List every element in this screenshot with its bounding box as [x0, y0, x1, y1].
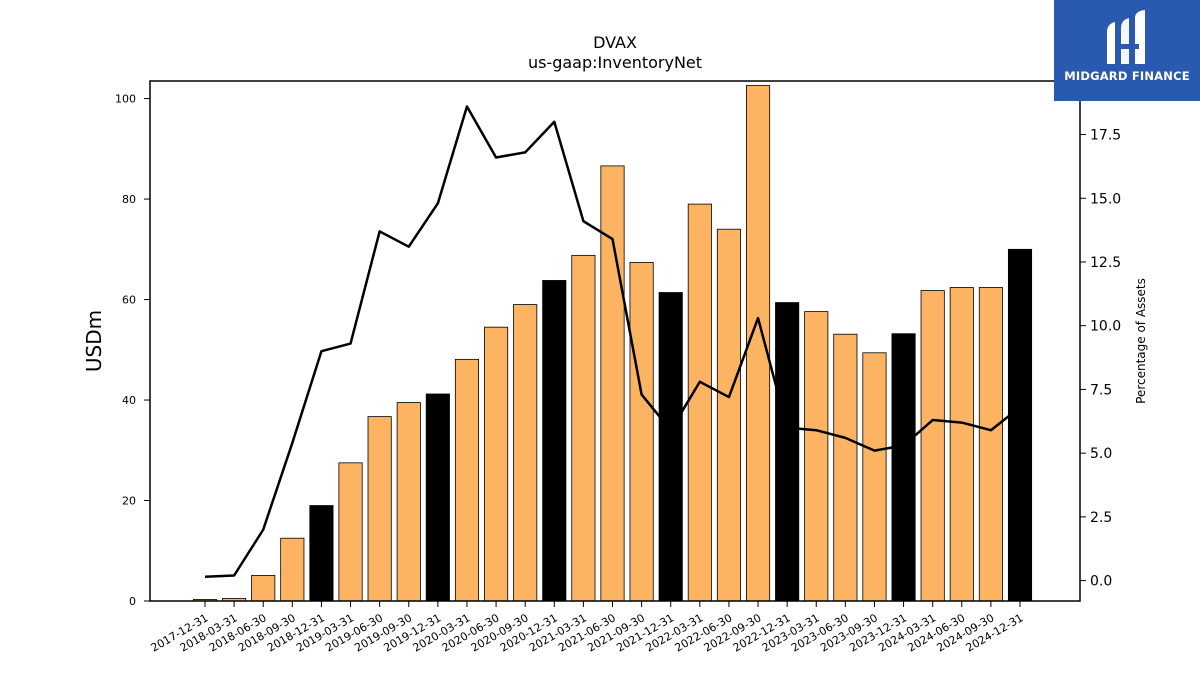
- y2-tick-label: 15.0: [1090, 191, 1121, 207]
- chart-subtitle: us-gaap:InventoryNet: [528, 53, 702, 72]
- left-axis: 0 20 40 60 80 100: [115, 93, 150, 608]
- right-axis: 0.0 2.5 5.0 7.5 10.0 12.5 15.0 17.5: [1080, 128, 1121, 590]
- y2-tick-label: 2.5: [1090, 510, 1112, 526]
- y-tick-label: 20: [122, 495, 136, 508]
- bar-2019-12-31: [425, 393, 450, 602]
- bar-2021-03-31: [571, 254, 596, 602]
- y2-tick-label: 10.0: [1090, 319, 1121, 335]
- bar-2023-06-30: [833, 333, 858, 602]
- bar-2018-12-31: [309, 505, 334, 602]
- y2-tick-label: 17.5: [1090, 128, 1121, 144]
- y2-tick-label: 12.5: [1090, 255, 1121, 271]
- brand-logo: MIDGARD FINANCE: [1054, 0, 1200, 101]
- midgard-logo-icon: [1107, 10, 1145, 64]
- bar-2023-03-31: [804, 311, 829, 602]
- bar-2019-09-30: [396, 402, 421, 602]
- bar-2024-09-30: [978, 287, 1003, 602]
- bar-2020-09-30: [513, 304, 538, 602]
- brand-logo-text: MIDGARD FINANCE: [1064, 69, 1190, 83]
- plot-frame: [149, 80, 1081, 602]
- y2-tick-label: 0.0: [1090, 574, 1112, 590]
- bars-layer: [192, 85, 1033, 602]
- bar-2024-12-31: [1007, 248, 1033, 602]
- y-tick-label: 0: [129, 595, 136, 608]
- y2-tick-label: 5.0: [1090, 446, 1112, 462]
- y-tick-label: 80: [122, 193, 136, 206]
- y2-axis-label: Percentage of Assets: [1134, 278, 1148, 404]
- bar-2021-06-30: [600, 165, 625, 602]
- y-tick-label: 60: [122, 294, 136, 307]
- percentage-of-assets-line: [204, 105, 1021, 579]
- bar-2022-06-30: [716, 228, 741, 602]
- bar-2021-09-30: [629, 261, 654, 602]
- bar-2024-06-30: [949, 287, 974, 602]
- y-tick-label: 40: [122, 394, 136, 407]
- bar-2021-12-31: [658, 292, 683, 602]
- bar-2020-06-30: [484, 326, 509, 602]
- y2-tick-label: 7.5: [1090, 382, 1112, 398]
- bar-2019-06-30: [367, 416, 392, 602]
- bar-2024-03-31: [920, 290, 945, 602]
- x-axis: 2017-12-312018-03-312018-06-302018-09-30…: [149, 601, 1026, 655]
- bar-2020-12-31: [542, 280, 567, 602]
- line-layer: [204, 105, 1021, 579]
- bar-2018-09-30: [280, 537, 305, 602]
- bar-2019-03-31: [338, 462, 363, 602]
- y-axis-label: USDm: [82, 310, 106, 372]
- chart-title: DVAX: [593, 33, 637, 52]
- bar-2020-03-31: [454, 358, 480, 602]
- bar-2023-09-30: [862, 352, 887, 602]
- bar-2022-12-31: [775, 302, 800, 602]
- bar-2018-06-30: [251, 574, 276, 602]
- y-tick-label: 100: [115, 93, 136, 106]
- bar-2022-03-31: [687, 203, 712, 602]
- bar-2023-12-31: [891, 333, 916, 602]
